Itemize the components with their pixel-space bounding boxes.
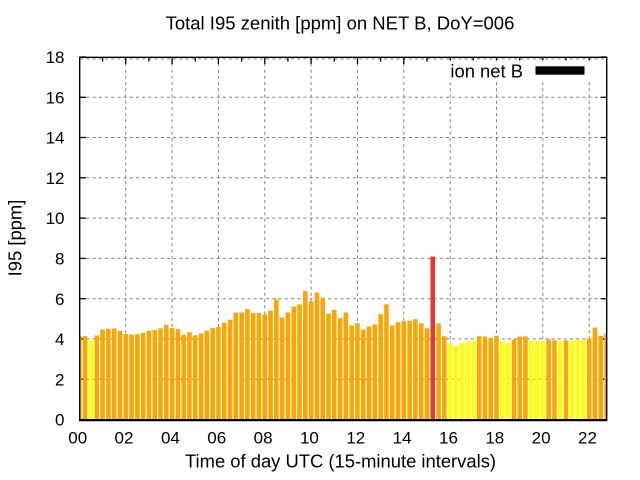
svg-text:4: 4: [55, 330, 64, 349]
svg-text:00: 00: [68, 429, 87, 448]
svg-text:04: 04: [161, 429, 180, 448]
svg-text:14: 14: [46, 129, 65, 148]
svg-text:08: 08: [254, 429, 273, 448]
svg-text:20: 20: [532, 429, 551, 448]
svg-text:10: 10: [300, 429, 319, 448]
svg-text:Time of day UTC (15-minute int: Time of day UTC (15-minute intervals): [185, 451, 496, 472]
svg-text:02: 02: [115, 429, 134, 448]
svg-text:16: 16: [46, 88, 65, 107]
svg-text:Total I95 zenith [ppm] on NET: Total I95 zenith [ppm] on NET B, DoY=006: [166, 13, 515, 34]
svg-text:12: 12: [346, 429, 365, 448]
svg-text:18: 18: [46, 48, 65, 67]
svg-text:14: 14: [393, 429, 412, 448]
svg-text:8: 8: [55, 250, 64, 269]
svg-text:I95 [ppm]: I95 [ppm]: [5, 200, 26, 277]
svg-text:ion net B: ion net B: [450, 61, 523, 82]
svg-text:2: 2: [55, 370, 64, 389]
svg-text:18: 18: [485, 429, 504, 448]
svg-text:06: 06: [207, 429, 226, 448]
svg-text:6: 6: [55, 290, 64, 309]
svg-text:22: 22: [578, 429, 597, 448]
svg-text:12: 12: [46, 169, 65, 188]
svg-text:0: 0: [55, 411, 64, 430]
svg-text:10: 10: [46, 209, 65, 228]
svg-text:16: 16: [439, 429, 458, 448]
